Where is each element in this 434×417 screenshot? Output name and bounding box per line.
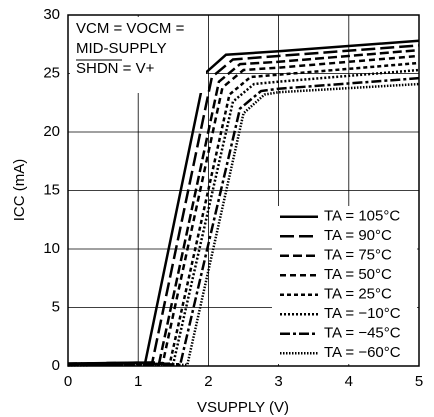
legend-box <box>272 206 417 364</box>
x-axis-label: VSUPPLY (V) <box>197 399 289 416</box>
annotation-box <box>70 17 206 93</box>
y-tick-label: 20 <box>43 123 60 140</box>
legend-label: TA = −60°C <box>324 344 401 361</box>
line <box>67 68 420 367</box>
annotation: VCM = VOCM = <box>76 20 185 37</box>
legend-label: TA = −10°C <box>324 305 401 322</box>
x-tick-label: 5 <box>415 373 423 390</box>
y-tick-label: 5 <box>52 298 60 315</box>
legend: TA = 105°C TA = 90°C TA = 75°C TA = 50°C TA … <box>272 206 417 364</box>
line <box>67 82 420 367</box>
legend-label: TA = 75°C <box>324 247 392 264</box>
y-axis-label: ICC (mA) <box>11 159 28 222</box>
lines <box>67 39 420 367</box>
legend-label: TA = 90°C <box>324 227 392 244</box>
legend-label: TA = 105°C <box>324 208 400 225</box>
plot-frame <box>67 14 420 367</box>
y-tick-label: 10 <box>43 240 60 257</box>
annotation: MID-SUPPLY <box>76 40 167 57</box>
x-tick-label: 3 <box>274 373 282 390</box>
legend-label: TA = −45°C <box>324 325 401 342</box>
y-tick-label: 30 <box>43 6 60 23</box>
x-tick-label: 1 <box>134 373 142 390</box>
y-tick-label: 0 <box>52 357 60 374</box>
y-tick-label: 25 <box>43 64 60 81</box>
y-tick-label: 15 <box>43 181 60 198</box>
legend-label: TA = 50°C <box>324 266 392 283</box>
x-tick-label: 0 <box>64 373 72 390</box>
line <box>67 54 420 366</box>
legend-label: TA = 25°C <box>324 286 392 303</box>
line <box>67 48 420 365</box>
line <box>67 76 420 367</box>
x-tick-label: 2 <box>204 373 212 390</box>
annotation: SHDN = V+ <box>76 60 155 77</box>
x-tick-label: 4 <box>345 373 353 390</box>
